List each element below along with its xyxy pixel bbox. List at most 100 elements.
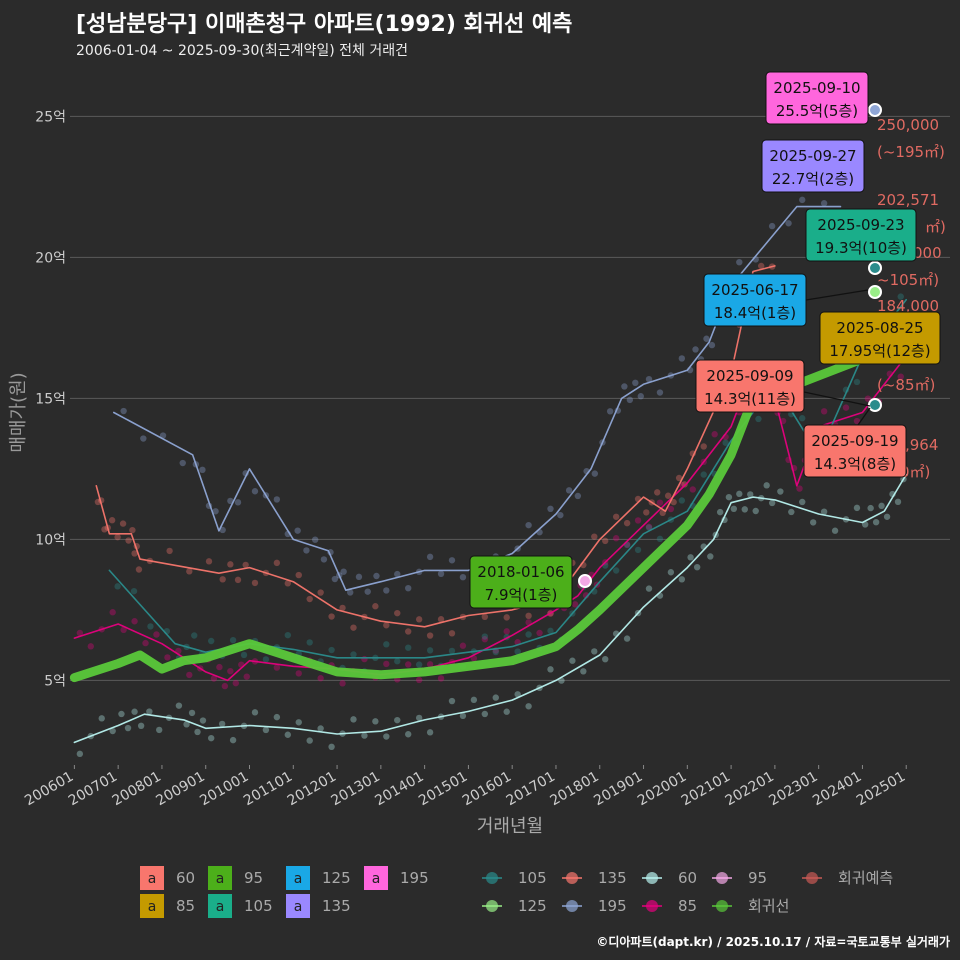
scatter-point xyxy=(867,504,874,512)
scatter-point xyxy=(135,566,143,573)
scatter-point xyxy=(142,639,149,647)
highlight-marker xyxy=(868,261,882,275)
prediction-label: 250,000 xyxy=(877,116,939,134)
scatter-point xyxy=(689,486,696,493)
callout-price: 22.7억(2층) xyxy=(772,170,854,188)
legend-line-label: 95 xyxy=(748,869,767,887)
scatter-point xyxy=(146,708,153,715)
scatter-point xyxy=(547,666,554,673)
legend-fill-glyph: a xyxy=(216,899,225,915)
prediction-label: ㎡) xyxy=(925,218,946,236)
scatter-point xyxy=(525,703,532,710)
series-line-60 xyxy=(73,473,907,744)
scatter-point xyxy=(897,293,904,300)
scatter-point xyxy=(317,675,324,682)
scatter-point xyxy=(788,508,795,516)
callout-date: 2025-09-23 xyxy=(817,216,904,234)
scatter-point xyxy=(678,497,686,504)
scatter-point xyxy=(383,622,390,629)
scatter-point xyxy=(711,431,718,438)
scatter-point xyxy=(459,642,467,649)
scatter-point xyxy=(284,631,292,639)
scatter-point xyxy=(120,626,127,634)
scatter-point xyxy=(437,616,445,623)
scatter-point xyxy=(175,702,183,709)
series-line-135 xyxy=(95,265,776,628)
scatter-point xyxy=(872,518,880,526)
scatter-point xyxy=(692,346,699,353)
callout-box xyxy=(765,71,869,125)
scatter-point xyxy=(481,633,489,640)
scatter-point xyxy=(656,535,664,543)
legend-fill-key xyxy=(140,894,164,918)
x-tick-label: 202401 xyxy=(810,769,864,810)
scatter-point xyxy=(328,613,335,620)
scatter-point xyxy=(372,718,379,725)
x-tick-label: 200901 xyxy=(153,769,207,810)
legend-point-key xyxy=(566,900,578,912)
scatter-point xyxy=(124,724,132,732)
x-tick-label: 201501 xyxy=(416,769,470,810)
callout-box xyxy=(819,311,941,365)
callout-date: 2025-09-19 xyxy=(811,432,898,450)
scatter-point xyxy=(251,709,259,716)
scatter-point xyxy=(768,499,776,507)
scatter-point xyxy=(114,533,121,541)
legend-point-key xyxy=(806,872,818,884)
callout-price: 14.3억(8층) xyxy=(814,455,896,473)
scatter-point xyxy=(883,513,891,520)
scatter-point xyxy=(306,595,313,603)
scatter-point xyxy=(87,643,94,650)
scatter-point xyxy=(207,734,215,742)
scatter-point xyxy=(574,492,582,500)
legend-fill-glyph: a xyxy=(372,871,381,887)
scatter-point xyxy=(853,504,861,512)
callout-date: 2025-09-10 xyxy=(773,79,860,97)
prediction-label: 0㎡) xyxy=(900,463,930,481)
scatter-point xyxy=(262,656,270,663)
scatter-point xyxy=(373,572,380,580)
callout-leader xyxy=(805,289,869,301)
scatter-point xyxy=(125,537,132,544)
y-tick-label: 15억 xyxy=(35,391,66,407)
scatter-point xyxy=(415,616,423,623)
scatter-point xyxy=(339,604,346,612)
scatter-point xyxy=(681,481,688,488)
x-tick-label: 202001 xyxy=(635,769,689,810)
scatter-point xyxy=(525,631,532,638)
scatter-point xyxy=(752,507,759,515)
legend-fill-label: 105 xyxy=(244,897,273,915)
scatter-point xyxy=(448,630,456,637)
scatter-point xyxy=(284,731,292,738)
scatter-point xyxy=(514,691,521,698)
scatter-point xyxy=(153,631,160,638)
scatter-point xyxy=(459,712,467,720)
scatter-point xyxy=(459,573,467,581)
scatter-point xyxy=(664,492,672,499)
scatter-point xyxy=(736,258,743,266)
scatter-point xyxy=(109,727,116,735)
scatter-point xyxy=(755,415,762,423)
scatter-point xyxy=(687,554,694,561)
scatter-point xyxy=(878,502,885,510)
scatter-point xyxy=(166,547,173,555)
callout-box xyxy=(803,424,907,478)
scatter-point xyxy=(492,694,499,701)
scatter-point xyxy=(183,721,190,728)
callout-date: 2025-08-25 xyxy=(836,319,923,337)
callout-box xyxy=(695,359,805,413)
scatter-point xyxy=(159,432,167,439)
prediction-label: 202,571 xyxy=(877,191,939,209)
x-tick-label: 200701 xyxy=(66,769,120,810)
legend-fill-glyph: a xyxy=(148,871,157,887)
scatter-point xyxy=(645,523,653,530)
scatter-point xyxy=(295,571,302,579)
scatter-point xyxy=(118,710,125,718)
scatter-point xyxy=(667,569,675,576)
scatter-point xyxy=(328,646,335,654)
scatter-point xyxy=(212,508,219,515)
scatter-point xyxy=(227,561,234,568)
legend-line-label: 회귀예측 xyxy=(838,869,893,887)
legend-point-key xyxy=(716,872,728,884)
scatter-point xyxy=(809,519,817,526)
